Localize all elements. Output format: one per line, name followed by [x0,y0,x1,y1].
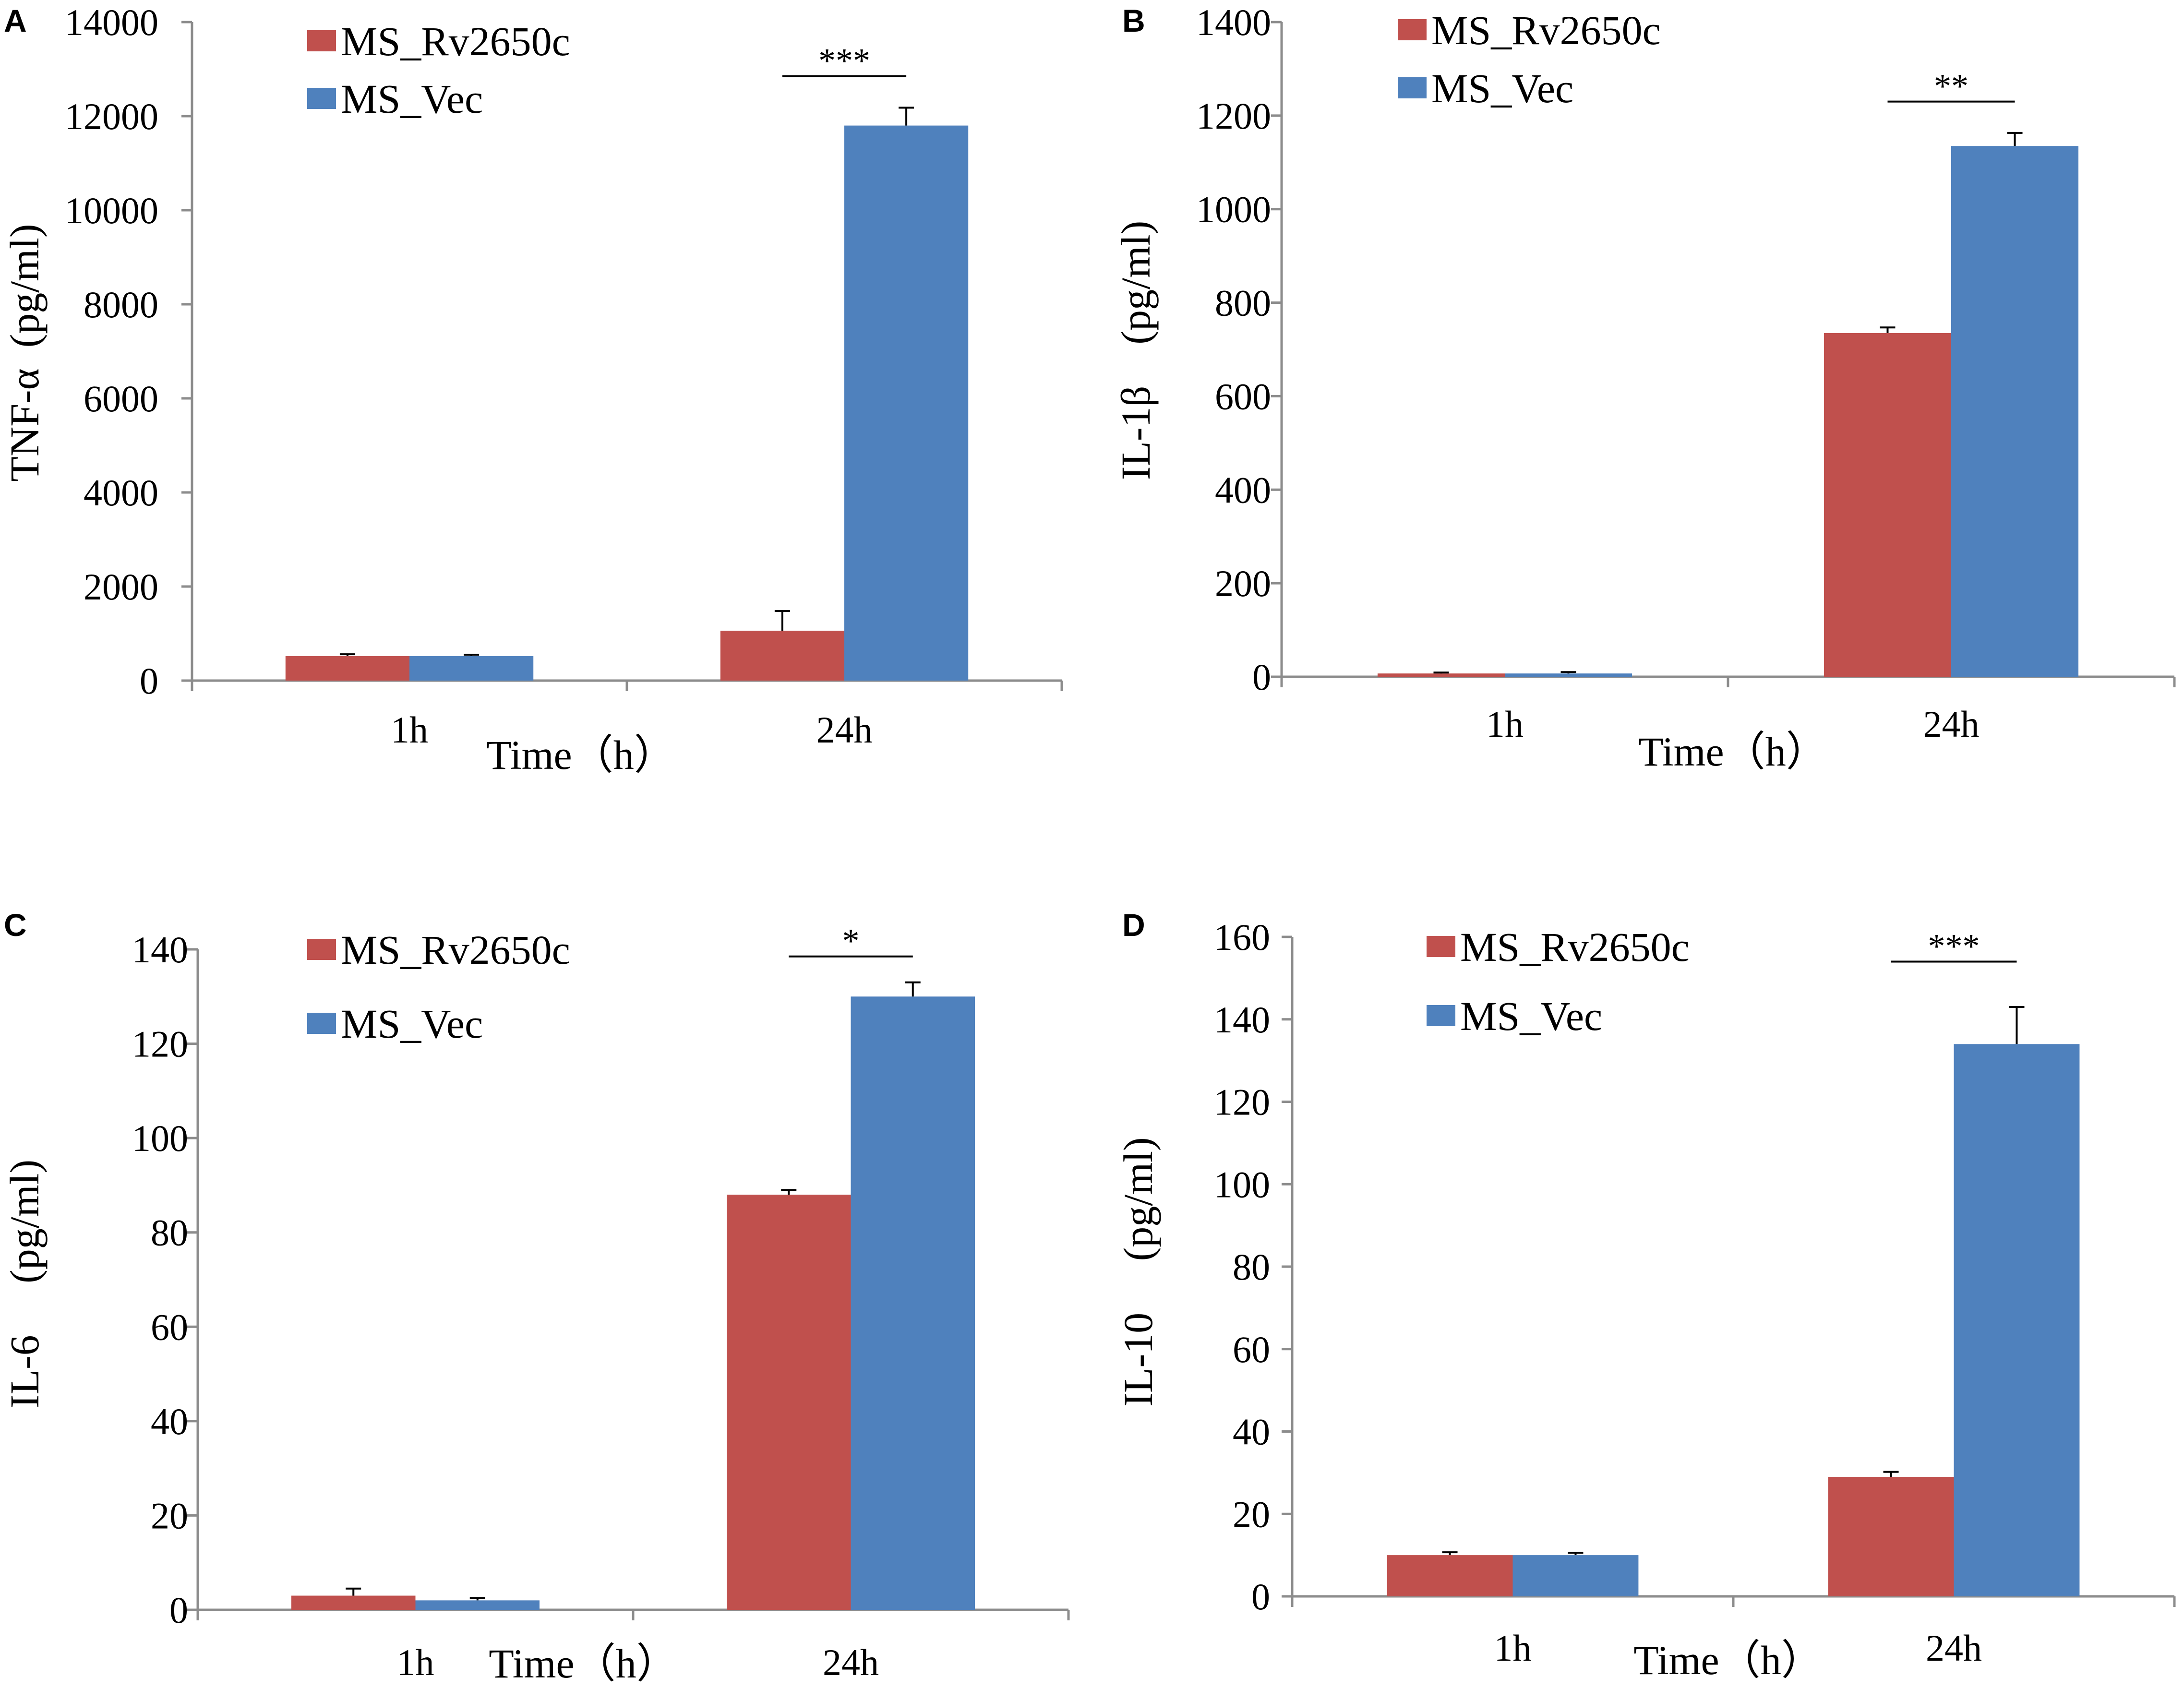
x-axis-title: Time（h） [1633,1637,1822,1683]
y-tick-label: 0 [169,1589,188,1631]
bar-ms-rv2650c-24h [1824,333,1951,677]
bar-ms-rv2650c-24h [727,1195,851,1610]
y-tick-label: 100 [132,1117,188,1159]
bar-ms-vec-24h [844,125,969,681]
panel-letter: D [1122,907,1145,943]
bar-ms-vec-1h [409,656,534,681]
x-tick-label: 1h [391,709,428,751]
legend-label: MS_Rv2650c [1431,7,1661,53]
y-tick-label: 400 [1215,469,1271,511]
significance-label: *** [818,42,870,80]
legend-label: MS_Rv2650c [1460,924,1690,970]
y-tick-label: 8000 [84,284,158,325]
y-tick-label: 20 [1233,1493,1270,1535]
y-tick-label: 80 [1233,1246,1270,1288]
x-axis-title: Time（h） [486,732,675,778]
bar-ms-vec-1h [415,1600,540,1610]
significance-label: * [842,922,860,960]
y-tick-label: 800 [1215,282,1271,324]
y-tick-label: 20 [151,1495,188,1536]
y-tick-label: 60 [151,1306,188,1348]
x-axis-title: Time（h） [489,1641,677,1687]
y-tick-label: 80 [151,1212,188,1254]
legend-swatch-ms-rv2650c [307,939,336,960]
x-tick-label: 1h [397,1641,434,1683]
legend-swatch-ms-vec [1398,77,1427,98]
y-axis-title: IL-6 (pg/ml) [1,1160,48,1408]
bar-ms-vec-24h [1954,1044,2080,1596]
legend-label: MS_Vec [1460,993,1602,1039]
y-tick-label: 160 [1214,916,1270,958]
y-tick-label: 60 [1233,1329,1270,1370]
y-axis-title: IL-10 (pg/ml) [1115,1137,1161,1406]
y-tick-label: 10000 [65,190,158,231]
y-tick-label: 600 [1215,375,1271,417]
bar-ms-rv2650c-24h [720,631,844,681]
y-axis-title: IL-1β (pg/ml) [1113,221,1159,480]
bar-ms-vec-24h [1951,146,2079,677]
y-tick-label: 2000 [84,566,158,608]
y-axis-title: TNF-α (pg/ml) [1,224,48,481]
bar-ms-rv2650c-1h [291,1595,416,1610]
bar-ms-rv2650c-1h [1387,1555,1513,1596]
y-tick-label: 0 [1252,656,1271,698]
legend-label: MS_Vec [341,76,483,122]
legend-swatch-ms-vec [1427,1005,1455,1026]
y-tick-label: 12000 [65,96,158,137]
legend-label: MS_Vec [341,1001,483,1047]
x-tick-label: 24h [816,709,873,751]
legend-swatch-ms-vec [307,88,336,109]
x-tick-label: 24h [823,1641,879,1683]
legend-swatch-ms-rv2650c [1427,936,1455,957]
x-tick-label: 24h [1923,703,1980,745]
chart-panel-c: C 0 20 40 60 80 100 120 140 1h 24h * Time（h） IL-6 (pg… [1,907,1070,1687]
bar-ms-rv2650c-1h [1377,673,1505,677]
x-axis-title: Time（h） [1638,729,1827,775]
bar-ms-rv2650c-1h [285,656,409,681]
legend-label: MS_Rv2650c [341,927,570,973]
chart-panel-b: B 0 200 400 600 800 1000 1200 1400 1h 24h ** Time（h）… [1113,1,2176,775]
x-tick-label: 1h [1486,703,1524,745]
y-tick-label: 4000 [84,472,158,514]
panel-letter: B [1122,3,1145,38]
bar-ms-rv2650c-24h [1828,1476,1954,1596]
significance-label: *** [1928,927,1980,966]
panel-letter: C [4,907,27,943]
legend-swatch-ms-rv2650c [1398,19,1427,40]
panel-letter: A [4,3,27,38]
y-tick-label: 120 [132,1023,188,1065]
y-tick-label: 40 [151,1401,188,1442]
legend-swatch-ms-vec [307,1013,336,1034]
y-tick-label: 6000 [84,378,158,419]
bar-ms-vec-1h [1512,1555,1639,1596]
y-tick-label: 1400 [1196,1,1271,43]
y-tick-label: 0 [1251,1576,1270,1617]
y-tick-label: 40 [1233,1411,1270,1453]
y-tick-label: 120 [1214,1081,1270,1123]
x-tick-label: 1h [1494,1627,1532,1669]
legend-label: MS_Rv2650c [341,18,570,64]
y-tick-label: 200 [1215,563,1271,604]
significance-label: ** [1934,67,1968,106]
y-tick-label: 14000 [65,1,158,43]
legend-label: MS_Vec [1431,65,1573,111]
y-tick-label: 1000 [1196,189,1271,230]
bar-ms-vec-24h [851,996,975,1610]
y-tick-label: 1200 [1196,95,1271,137]
y-tick-label: 0 [140,660,158,702]
chart-panel-d: D 0 20 40 60 80 100 120 140 160 1h 24h *** Time（h） IL-… [1115,907,2176,1683]
bar-ms-vec-1h [1505,673,1632,677]
y-tick-label: 100 [1214,1163,1270,1205]
x-tick-label: 24h [1926,1627,1982,1669]
y-tick-label: 140 [132,929,188,970]
chart-panel-a: A 0 2000 4000 6000 8000 10000 12000 14000 1h 24h **… [1,1,1063,778]
legend-swatch-ms-rv2650c [307,30,336,51]
y-tick-label: 140 [1214,999,1270,1041]
